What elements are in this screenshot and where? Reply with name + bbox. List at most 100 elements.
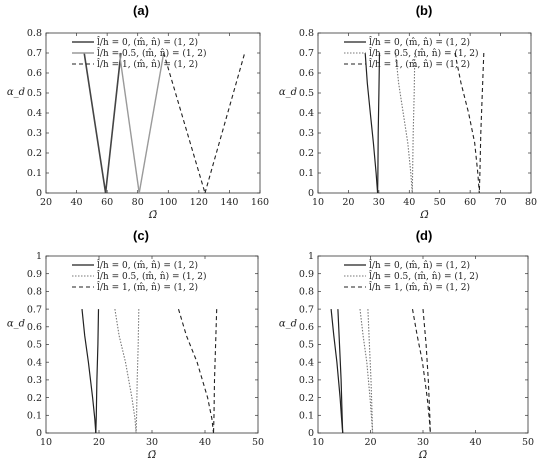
chart-panel-2: (c) 10 20 30 40 50 0 0.1 0.2 0.3 0.4 0.5 0.6 0.7 0.8 0.… (7, 228, 264, 461)
series-line-branch (411, 52, 416, 194)
y-axis-label: α_d (7, 319, 25, 330)
y-tick-label: 0.5 (27, 88, 42, 99)
series-1: l̂/h = 0.5, (m̂, n̂) = (1, 2) (344, 47, 479, 194)
chart-panel-0: (a) 20 40 60 80 100 120 140 160 0 0.1 0.2 0.3 0.4 0.5 0… (7, 3, 269, 221)
x-axis-label: Ω̄ (147, 450, 156, 461)
legend-label: l̂/h = 0, (m̂, n̂) = (1, 2) (97, 259, 198, 271)
x-tick-label: 140 (220, 197, 238, 208)
x-tick-label: 30 (146, 437, 158, 448)
series-line-branch (359, 309, 374, 434)
series-line-branch (422, 309, 431, 434)
series-line-branch (478, 52, 485, 194)
x-tick-label: 10 (40, 437, 52, 448)
y-tick-label: 0.5 (27, 340, 42, 351)
x-tick-label: 40 (71, 197, 83, 208)
panel-label: (c) (133, 228, 149, 243)
series-2: l̂/h = 1, (m̂, n̂) = (1, 2) (344, 52, 485, 194)
x-tick-label: 80 (132, 197, 144, 208)
series-line-branch (163, 52, 206, 194)
legend-label: l̂/h = 0, (m̂, n̂) = (1, 2) (369, 259, 470, 271)
y-tick-label: 0 (36, 428, 42, 439)
series-line-branch (118, 52, 140, 194)
legend-label: l̂/h = 0.5, (m̂, n̂) = (1, 2) (97, 270, 207, 282)
series-line-branch (364, 52, 379, 194)
series-line-branch (337, 309, 344, 434)
y-tick-label: 1 (36, 251, 42, 262)
x-tick-label: 20 (342, 197, 354, 208)
series-line-branch (135, 309, 140, 434)
y-tick-label: 0.1 (27, 411, 42, 422)
x-tick-label: 50 (252, 437, 264, 448)
y-tick-label: 0.8 (299, 28, 314, 39)
series-2: l̂/h = 1, (m̂, n̂) = (1, 2) (72, 281, 218, 434)
y-tick-label: 0.2 (27, 148, 42, 159)
y-axis-label: α_d (279, 319, 297, 330)
series-line-branch (104, 52, 122, 194)
x-tick-label: 60 (464, 197, 476, 208)
y-tick-label: 0.5 (299, 340, 314, 351)
x-tick-label: 60 (101, 197, 113, 208)
y-tick-label: 0.4 (299, 108, 314, 119)
y-tick-label: 0.6 (27, 322, 42, 333)
legend-label: l̂/h = 1, (m̂, n̂) = (1, 2) (369, 281, 470, 293)
x-tick-label: 160 (251, 197, 269, 208)
y-tick-label: 0.8 (27, 28, 42, 39)
x-tick-label: 20 (40, 197, 52, 208)
series-line-branch (377, 52, 381, 194)
x-tick-label: 120 (190, 197, 208, 208)
legend-label: l̂/h = 0.5, (m̂, n̂) = (1, 2) (369, 47, 479, 59)
y-axis-label: α_d (279, 87, 297, 98)
y-tick-label: 0.1 (299, 411, 314, 422)
series-1: l̂/h = 0.5, (m̂, n̂) = (1, 2) (72, 47, 207, 194)
y-tick-label: 0.3 (27, 375, 42, 386)
series-2: l̂/h = 1, (m̂, n̂) = (1, 2) (344, 281, 470, 434)
y-tick-label: 0.6 (27, 68, 42, 79)
panel-label: (a) (133, 3, 149, 18)
series-2: l̂/h = 1, (m̂, n̂) = (1, 2) (72, 52, 246, 194)
chart-panel-1: (b) 10 20 30 40 50 60 70 80 0 0.1 0.2 0.3 0.4 0.5 0.6 0.… (279, 3, 537, 221)
series-0: l̂/h = 0, (m̂, n̂) = (1, 2) (72, 36, 198, 194)
series-line-branch (212, 309, 218, 434)
legend-label: l̂/h = 0.5, (m̂, n̂) = (1, 2) (97, 47, 207, 59)
y-tick-label: 0.4 (299, 357, 314, 368)
x-tick-label: 50 (522, 437, 534, 448)
series-1: l̂/h = 0.5, (m̂, n̂) = (1, 2) (72, 270, 207, 434)
y-tick-label: 0.2 (299, 393, 314, 404)
series-0: l̂/h = 0, (m̂, n̂) = (1, 2) (344, 36, 470, 194)
y-tick-label: 0 (36, 188, 42, 199)
y-tick-label: 0.6 (299, 68, 314, 79)
y-tick-label: 0.7 (299, 304, 314, 315)
x-tick-label: 10 (312, 197, 324, 208)
y-tick-label: 0.5 (299, 88, 314, 99)
legend-label: l̂/h = 0, (m̂, n̂) = (1, 2) (369, 36, 470, 48)
y-tick-label: 0 (308, 428, 314, 439)
y-tick-label: 0.1 (299, 168, 314, 179)
x-axis-label: Ω̄ (148, 210, 157, 221)
y-tick-label: 0.3 (27, 128, 42, 139)
y-tick-label: 0.2 (27, 393, 42, 404)
x-axis-label: Ω̄ (419, 210, 428, 221)
series-line-branch (204, 52, 246, 194)
series-0: l̂/h = 0, (m̂, n̂) = (1, 2) (72, 259, 198, 434)
y-axis-label: α_d (7, 87, 25, 98)
y-tick-label: 0.4 (27, 357, 42, 368)
series-line-branch (81, 309, 97, 434)
legend-label: l̂/h = 1, (m̂, n̂) = (1, 2) (97, 58, 198, 70)
x-tick-label: 30 (373, 197, 385, 208)
series-line-branch (411, 309, 431, 434)
panel-label: (b) (416, 3, 433, 18)
x-tick-label: 50 (434, 197, 446, 208)
series-line-branch (395, 52, 413, 194)
series-line-branch (177, 308, 215, 434)
x-tick-label: 20 (93, 437, 105, 448)
y-tick-label: 0.4 (27, 108, 42, 119)
y-tick-label: 0.7 (299, 48, 314, 59)
y-tick-label: 0.3 (299, 375, 314, 386)
legend-label: l̂/h = 1, (m̂, n̂) = (1, 2) (97, 281, 198, 293)
series-line-branch (367, 309, 374, 434)
y-tick-label: 0.6 (299, 322, 314, 333)
series-0: l̂/h = 0, (m̂, n̂) = (1, 2) (330, 259, 470, 434)
y-tick-label: 0.9 (299, 269, 314, 280)
y-tick-label: 0 (308, 188, 314, 199)
